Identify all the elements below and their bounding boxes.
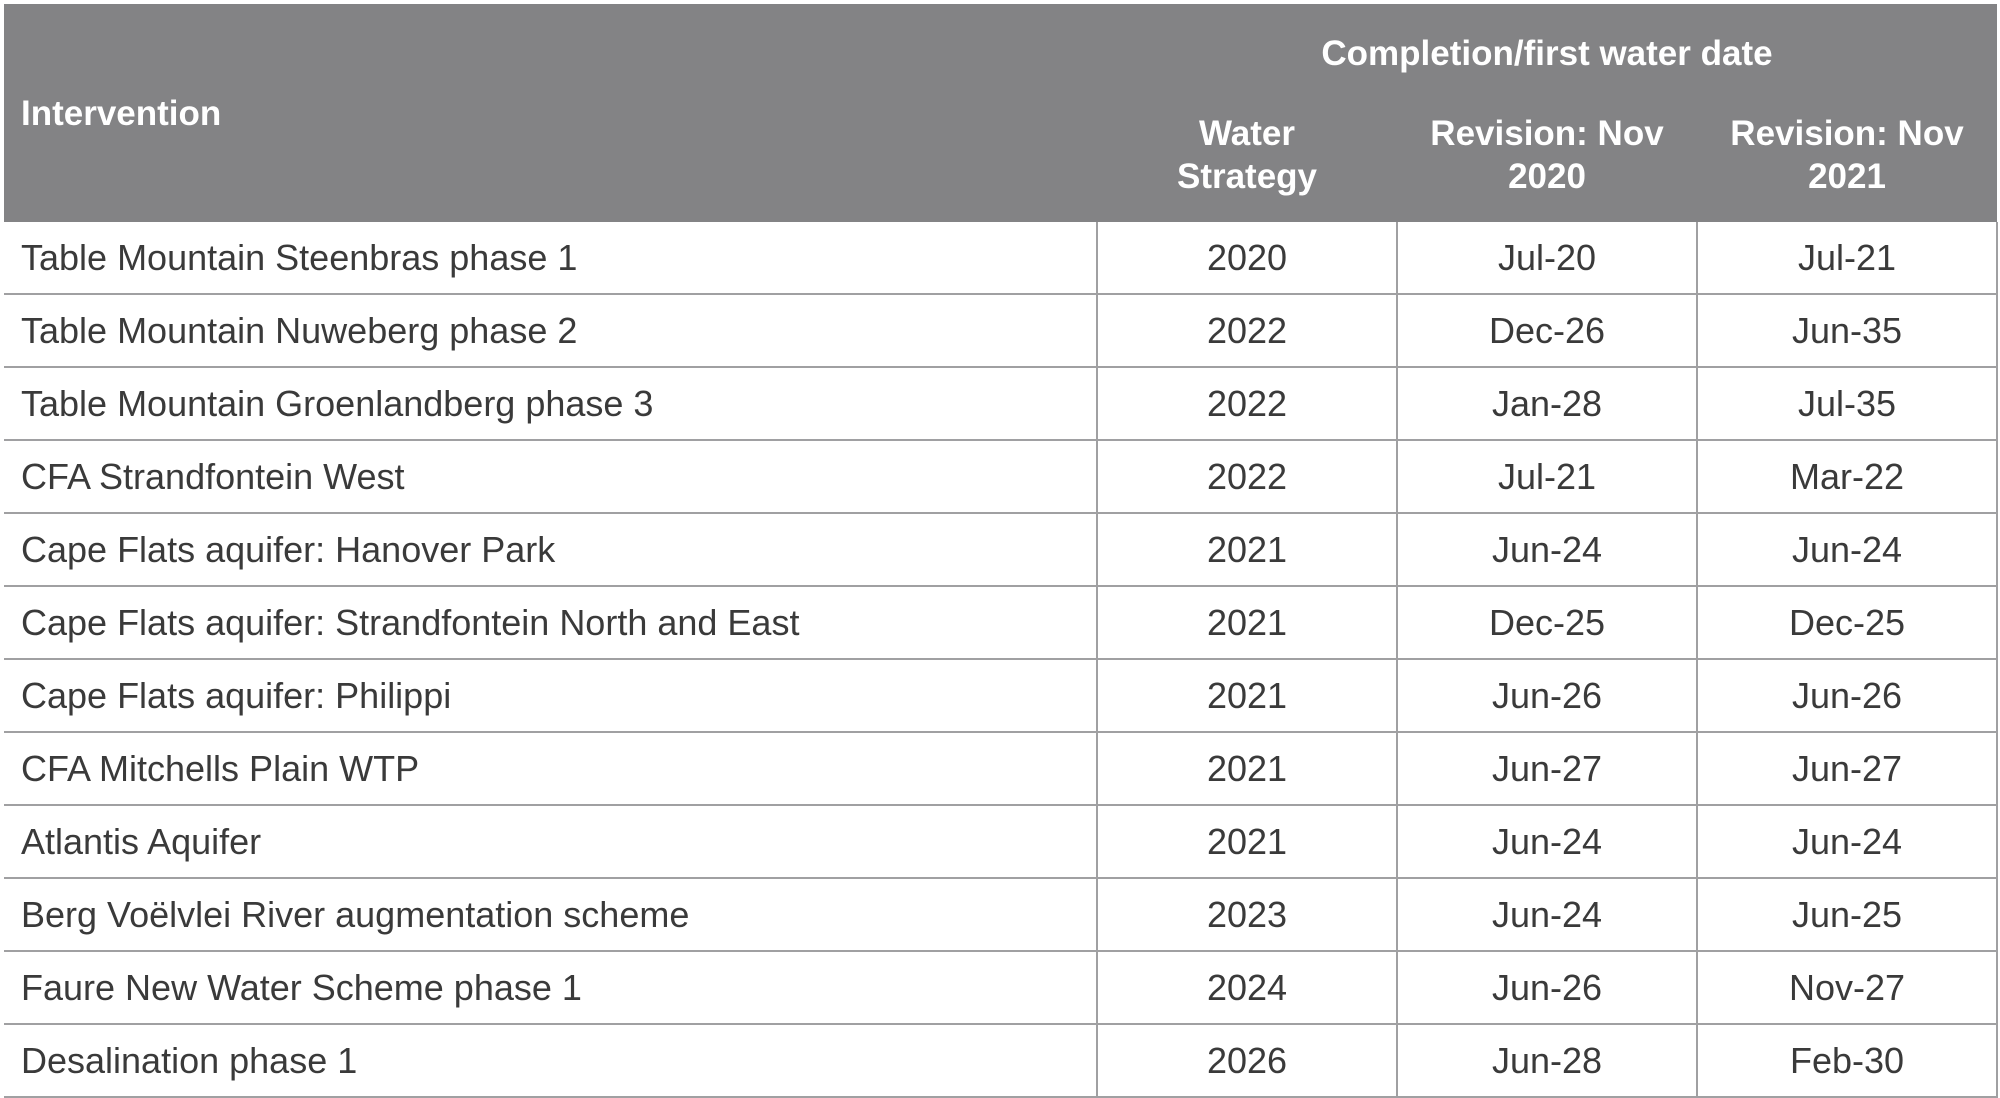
table-row: Berg Voëlvlei River augmentation scheme … [4, 877, 1998, 952]
table-row: Cape Flats aquifer: Philippi 2021 Jun-26… [4, 658, 1998, 733]
revision-2020-value: Jun-27 [1396, 731, 1698, 806]
revision-2021-column-header: Revision: Nov 2021 [1697, 102, 1997, 222]
interventions-table: Intervention Completion/first water date… [4, 4, 1998, 1098]
revision-2021-value: Jun-24 [1696, 804, 1998, 879]
table-row: Table Mountain Steenbras phase 1 2020 Ju… [4, 222, 1998, 295]
revision-2021-value: Jul-35 [1696, 366, 1998, 441]
intervention-name: Table Mountain Nuweberg phase 2 [4, 293, 1098, 368]
intervention-name: Berg Voëlvlei River augmentation scheme [4, 877, 1098, 952]
table-row: CFA Strandfontein West 2022 Jul-21 Mar-2… [4, 439, 1998, 514]
intervention-name: Desalination phase 1 [4, 1023, 1098, 1098]
revision-2021-value: Jun-26 [1696, 658, 1998, 733]
revision-2020-value: Jun-24 [1396, 804, 1698, 879]
intervention-name: Cape Flats aquifer: Hanover Park [4, 512, 1098, 587]
water-strategy-value: 2021 [1096, 585, 1398, 660]
revision-2021-value: Jun-35 [1696, 293, 1998, 368]
revision-2021-column-label: Revision: Nov 2021 [1730, 114, 1964, 196]
table-row: Faure New Water Scheme phase 1 2024 Jun-… [4, 950, 1998, 1025]
water-strategy-value: 2021 [1096, 804, 1398, 879]
revision-2021-value: Feb-30 [1696, 1023, 1998, 1098]
table-row: Desalination phase 1 2026 Jun-28 Feb-30 [4, 1023, 1998, 1098]
revision-2020-value: Jun-26 [1396, 950, 1698, 1025]
table-row: Cape Flats aquifer: Hanover Park 2021 Ju… [4, 512, 1998, 587]
header-row-group: Intervention Completion/first water date [4, 4, 1997, 222]
revision-2020-value: Jul-21 [1396, 439, 1698, 514]
table-body: Table Mountain Steenbras phase 1 2020 Ju… [4, 222, 1998, 1098]
intervention-name: CFA Strandfontein West [4, 439, 1098, 514]
water-strategy-value: 2024 [1096, 950, 1398, 1025]
revision-2020-value: Jun-24 [1396, 512, 1698, 587]
water-strategy-column-header: Water Strategy [1097, 102, 1397, 222]
intervention-name: CFA Mitchells Plain WTP [4, 731, 1098, 806]
intervention-name: Faure New Water Scheme phase 1 [4, 950, 1098, 1025]
completion-date-group-header: Completion/first water date [1097, 4, 1997, 102]
water-strategy-value: 2022 [1096, 439, 1398, 514]
header-row-columns: Water Strategy Revision: Nov 2020 Revisi… [4, 102, 1997, 222]
revision-2021-value: Mar-22 [1696, 439, 1998, 514]
table-row: Atlantis Aquifer 2021 Jun-24 Jun-24 [4, 804, 1998, 879]
table-row: Table Mountain Nuweberg phase 2 2022 Dec… [4, 293, 1998, 368]
water-strategy-value: 2022 [1096, 366, 1398, 441]
water-strategy-value: 2020 [1096, 222, 1398, 295]
table-row: Table Mountain Groenlandberg phase 3 202… [4, 366, 1998, 441]
revision-2020-value: Jul-20 [1396, 222, 1698, 295]
water-strategy-column-label: Water Strategy [1176, 114, 1318, 196]
table-row: CFA Mitchells Plain WTP 2021 Jun-27 Jun-… [4, 731, 1998, 806]
revision-2020-value: Jan-28 [1396, 366, 1698, 441]
intervention-name: Atlantis Aquifer [4, 804, 1098, 879]
intervention-column-header: Intervention [4, 4, 1097, 222]
revision-2021-value: Nov-27 [1696, 950, 1998, 1025]
revision-2020-value: Jun-26 [1396, 658, 1698, 733]
revision-2021-value: Jun-24 [1696, 512, 1998, 587]
revision-2020-value: Dec-25 [1396, 585, 1698, 660]
table-row: Cape Flats aquifer: Strandfontein North … [4, 585, 1998, 660]
revision-2021-value: Dec-25 [1696, 585, 1998, 660]
revision-2020-column-label: Revision: Nov 2020 [1430, 114, 1664, 196]
revision-2020-value: Jun-28 [1396, 1023, 1698, 1098]
water-strategy-value: 2021 [1096, 731, 1398, 806]
water-strategy-value: 2022 [1096, 293, 1398, 368]
revision-2020-value: Jun-24 [1396, 877, 1698, 952]
revision-2021-value: Jul-21 [1696, 222, 1998, 295]
water-strategy-value: 2026 [1096, 1023, 1398, 1098]
intervention-name: Table Mountain Steenbras phase 1 [4, 222, 1098, 295]
intervention-name: Table Mountain Groenlandberg phase 3 [4, 366, 1098, 441]
intervention-name: Cape Flats aquifer: Strandfontein North … [4, 585, 1098, 660]
revision-2021-value: Jun-27 [1696, 731, 1998, 806]
water-strategy-value: 2021 [1096, 512, 1398, 587]
revision-2020-column-header: Revision: Nov 2020 [1397, 102, 1697, 222]
table-header: Intervention Completion/first water date… [4, 4, 1997, 222]
revision-2020-value: Dec-26 [1396, 293, 1698, 368]
water-strategy-value: 2021 [1096, 658, 1398, 733]
intervention-name: Cape Flats aquifer: Philippi [4, 658, 1098, 733]
water-strategy-value: 2023 [1096, 877, 1398, 952]
revision-2021-value: Jun-25 [1696, 877, 1998, 952]
